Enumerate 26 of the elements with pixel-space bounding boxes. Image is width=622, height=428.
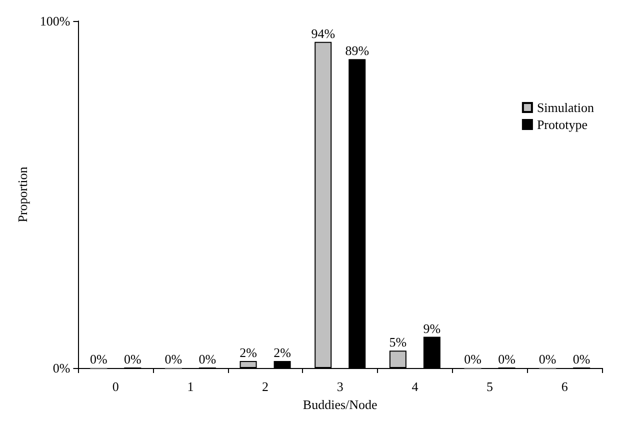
y-tick-label: 100%	[40, 14, 70, 28]
x-tick-label: 6	[561, 379, 568, 394]
legend-label: Prototype	[536, 117, 588, 132]
data-label: 0%	[124, 352, 142, 366]
data-label: 0%	[164, 352, 182, 366]
x-tick-label: 3	[336, 379, 344, 394]
x-tick-label: 2	[262, 379, 269, 394]
data-label: 0%	[464, 352, 482, 366]
legend-label: Simulation	[536, 100, 594, 115]
data-label: 0%	[198, 352, 216, 366]
x-tick-label: 0	[112, 379, 119, 394]
data-label: 5%	[389, 334, 407, 350]
data-label: 94%	[311, 26, 336, 41]
x-tick-label: 1	[187, 379, 194, 394]
data-label: 2%	[274, 345, 292, 360]
data-label: 9%	[423, 320, 441, 336]
data-label: 0%	[538, 352, 556, 366]
data-label: 0%	[572, 352, 590, 366]
data-label: 89%	[345, 43, 370, 58]
data-label: 0%	[498, 352, 516, 366]
x-axis-title: Buddies/Node	[302, 397, 378, 412]
y-axis-title: Proportion	[15, 166, 30, 222]
x-tick-label: 5	[486, 379, 494, 394]
data-label: 2%	[240, 345, 258, 360]
data-label: 0%	[90, 352, 108, 366]
x-tick-label: 4	[412, 379, 419, 394]
